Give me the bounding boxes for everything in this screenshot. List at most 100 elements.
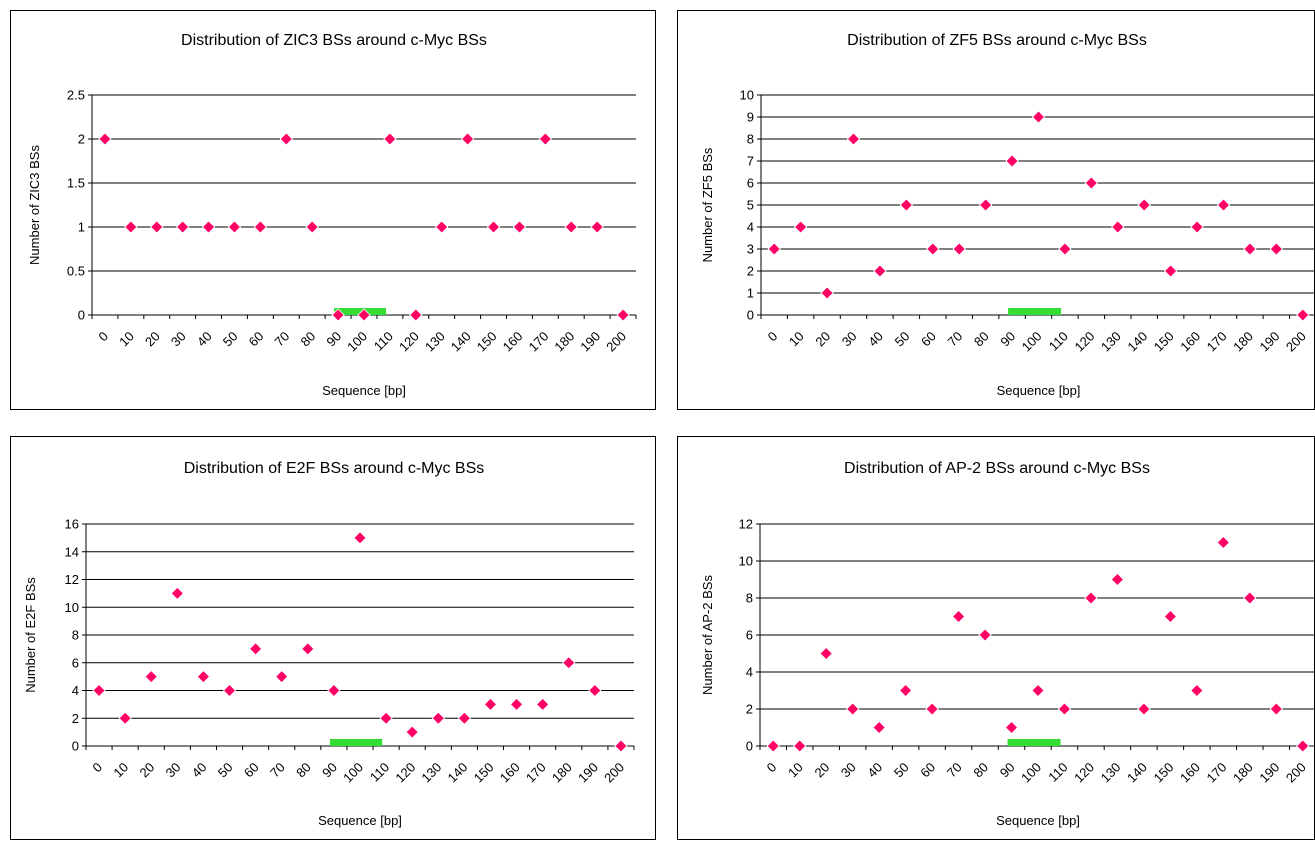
data-point: [1296, 739, 1310, 753]
data-point: [820, 286, 834, 300]
data-point: [846, 132, 861, 146]
data-point: [170, 586, 184, 600]
x-tick-label: 60: [246, 329, 267, 350]
chart-panel-zic3: Distribution of ZIC3 BSs around c-Myc BS…: [10, 10, 656, 410]
data-point: [1058, 242, 1072, 256]
x-tick-label: 180: [551, 329, 577, 355]
x-tick-label: 200: [1283, 329, 1309, 355]
data-point: [305, 220, 319, 234]
chart-panel-e2f: Distribution of E2F BSs around c-Myc BSs…: [10, 436, 656, 840]
data-point: [249, 642, 263, 656]
x-tick-label: 0: [95, 329, 111, 345]
x-tick-label: 30: [838, 760, 859, 781]
data-point: [616, 308, 630, 322]
data-point: [357, 308, 371, 322]
y-tick-label: 4: [747, 220, 754, 235]
y-tick-label: 6: [747, 176, 754, 191]
data-point: [978, 628, 992, 642]
data-point: [1084, 591, 1098, 605]
data-point: [873, 264, 887, 278]
data-point: [979, 198, 993, 212]
data-point: [227, 220, 242, 234]
data-point: [614, 739, 628, 753]
x-tick-label: 110: [1045, 760, 1070, 785]
x-tick-label: 70: [267, 760, 288, 781]
x-tick-label: 120: [392, 760, 418, 786]
data-point: [1111, 220, 1125, 234]
chart-title: Distribution of AP-2 BSs around c-Myc BS…: [844, 460, 1150, 477]
data-point: [952, 242, 966, 256]
data-point: [926, 242, 940, 256]
y-tick-label: 2: [746, 702, 753, 717]
chart-title: Distribution of ZIC3 BSs around c-Myc BS…: [181, 32, 487, 49]
y-tick-label: 0: [72, 739, 79, 754]
x-tick-label: 100: [1019, 329, 1045, 355]
x-tick-label: 160: [1177, 760, 1203, 786]
x-tick-label: 90: [319, 760, 340, 781]
data-point: [435, 220, 449, 234]
data-point: [486, 220, 501, 234]
chart-panel-ap2: Distribution of AP-2 BSs around c-Myc BS…: [677, 436, 1315, 840]
chart-title: Distribution of ZF5 BSs around c-Myc BSs: [847, 32, 1147, 49]
data-point: [1057, 702, 1072, 716]
data-point: [1296, 308, 1310, 322]
x-tick-label: 10: [116, 329, 137, 350]
x-tick-label: 160: [500, 329, 526, 355]
x-tick-label: 160: [1177, 329, 1203, 355]
data-point: [766, 739, 780, 753]
x-tick-label: 130: [1098, 760, 1124, 786]
y-tick-label: 9: [747, 110, 754, 125]
data-point: [899, 198, 913, 212]
data-point: [176, 220, 190, 234]
x-tick-label: 40: [864, 760, 885, 781]
y-tick-label: 1: [78, 220, 85, 235]
data-point: [1243, 242, 1257, 256]
x-tick-label: 150: [471, 760, 497, 786]
data-point: [1269, 242, 1283, 256]
x-tick-label: 180: [1230, 329, 1256, 355]
data-point: [793, 739, 807, 753]
data-point: [510, 697, 524, 711]
x-axis-label: Sequence [bp]: [997, 383, 1081, 398]
y-tick-label: 4: [746, 665, 753, 680]
x-tick-label: 90: [997, 760, 1018, 781]
data-point: [431, 711, 445, 725]
data-point: [331, 308, 345, 322]
highlight-bar: [329, 739, 383, 746]
x-tick-label: 80: [971, 329, 992, 350]
y-tick-label: 1: [747, 286, 754, 301]
x-tick-label: 170: [526, 329, 552, 355]
data-point: [1005, 154, 1019, 168]
data-point: [952, 609, 966, 624]
x-tick-label: 30: [839, 329, 860, 350]
x-tick-label: 60: [917, 760, 938, 781]
data-point: [794, 220, 808, 234]
x-tick-label: 70: [944, 329, 965, 350]
data-point: [1084, 176, 1098, 190]
x-tick-label: 50: [892, 329, 913, 350]
data-point: [1190, 683, 1204, 698]
x-tick-label: 110: [1046, 329, 1071, 354]
data-point: [538, 132, 552, 146]
data-point: [1164, 264, 1178, 278]
data-point: [409, 308, 423, 322]
y-tick-label: 6: [746, 628, 753, 643]
x-tick-label: 190: [1257, 329, 1283, 355]
x-tick-label: 80: [293, 760, 314, 781]
data-point: [279, 132, 293, 146]
x-tick-label: 140: [448, 329, 474, 355]
x-tick-label: 140: [445, 760, 471, 786]
x-tick-label: 160: [497, 760, 523, 786]
data-point: [872, 720, 886, 735]
y-tick-label: 5: [747, 198, 754, 213]
y-tick-label: 4: [72, 683, 79, 698]
x-tick-label: 180: [549, 760, 575, 786]
x-tick-label: 20: [811, 760, 832, 781]
x-tick-label: 140: [1124, 760, 1150, 786]
y-axis-label: Number of ZIC3 BSs: [27, 145, 42, 265]
data-point: [899, 683, 913, 698]
x-axis-label: Sequence [bp]: [322, 383, 406, 398]
x-tick-label: 130: [422, 329, 448, 355]
x-tick-label: 40: [189, 760, 210, 781]
y-tick-label: 12: [65, 572, 79, 587]
